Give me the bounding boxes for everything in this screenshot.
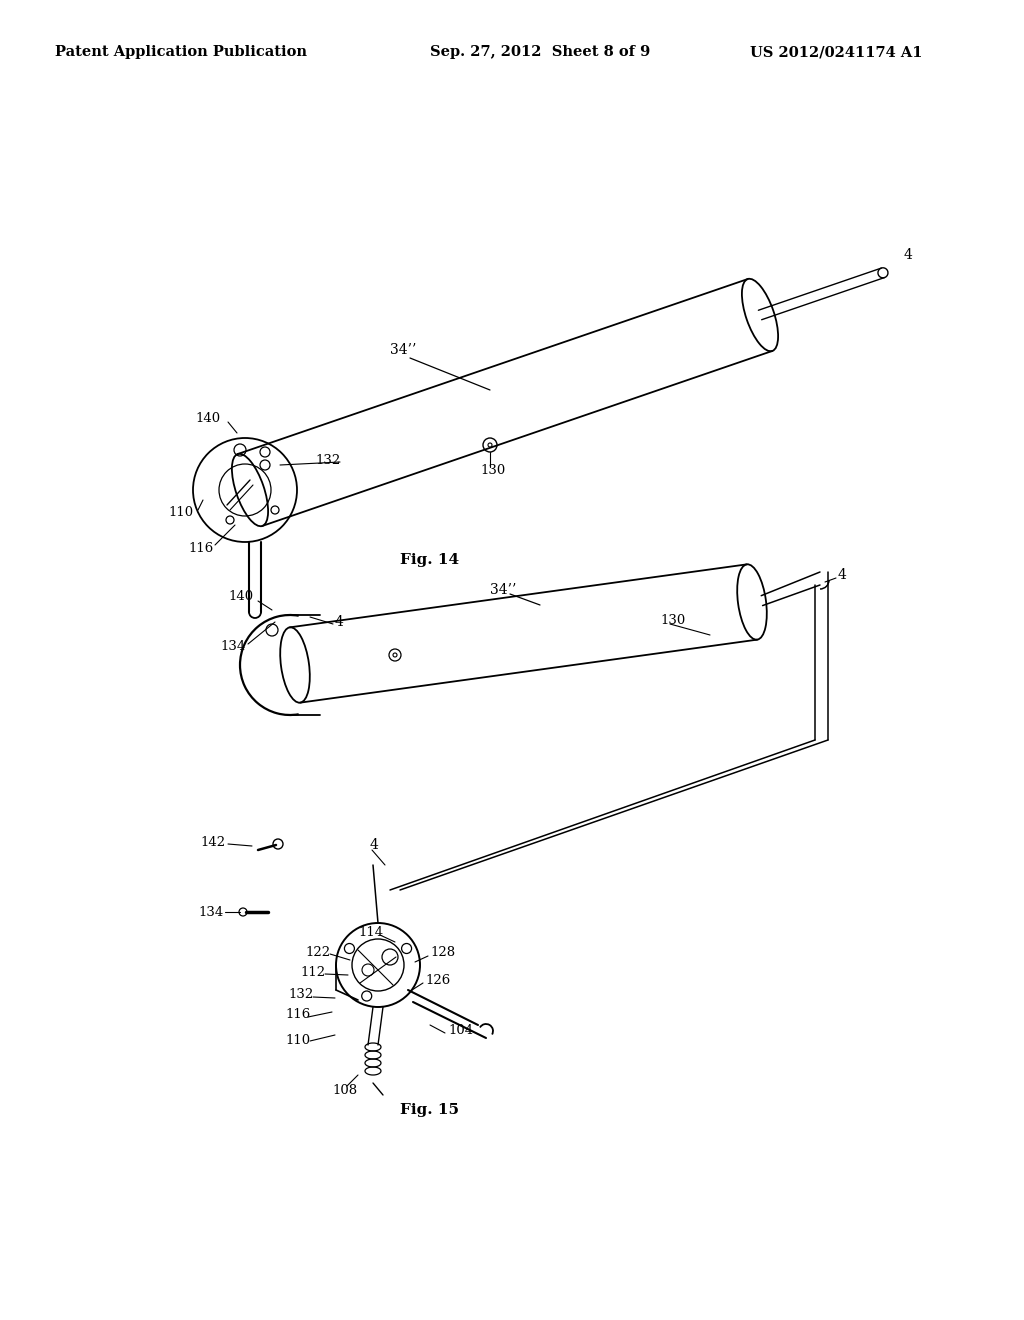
Text: 142: 142 [200,836,225,849]
Text: Fig. 14: Fig. 14 [400,553,460,568]
Text: 4: 4 [903,248,912,263]
Text: 132: 132 [315,454,340,466]
Text: 110: 110 [285,1034,310,1047]
Text: 116: 116 [188,541,213,554]
Circle shape [488,444,492,447]
Text: 110: 110 [168,506,194,519]
Text: 122: 122 [305,945,330,958]
Text: 130: 130 [660,614,685,627]
Text: 34’’: 34’’ [490,583,516,597]
Text: 4: 4 [838,568,847,582]
Text: Sep. 27, 2012  Sheet 8 of 9: Sep. 27, 2012 Sheet 8 of 9 [430,45,650,59]
Text: Fig. 15: Fig. 15 [400,1104,460,1117]
Text: 134: 134 [220,640,246,653]
Text: 34’’: 34’’ [390,343,417,356]
Text: 140: 140 [195,412,220,425]
Text: Patent Application Publication: Patent Application Publication [55,45,307,59]
Text: 132: 132 [288,989,313,1002]
Text: 112: 112 [300,965,326,978]
Text: 114: 114 [358,925,383,939]
Text: 116: 116 [285,1008,310,1022]
Text: 4: 4 [370,838,379,851]
Text: 4: 4 [335,615,344,630]
Text: 140: 140 [228,590,253,603]
Text: 128: 128 [430,945,455,958]
Text: 108: 108 [332,1084,357,1097]
Text: 126: 126 [425,974,451,986]
Circle shape [393,653,397,657]
Text: US 2012/0241174 A1: US 2012/0241174 A1 [750,45,923,59]
Text: 104: 104 [449,1023,473,1036]
Text: 134: 134 [198,906,223,919]
Text: 130: 130 [480,463,505,477]
